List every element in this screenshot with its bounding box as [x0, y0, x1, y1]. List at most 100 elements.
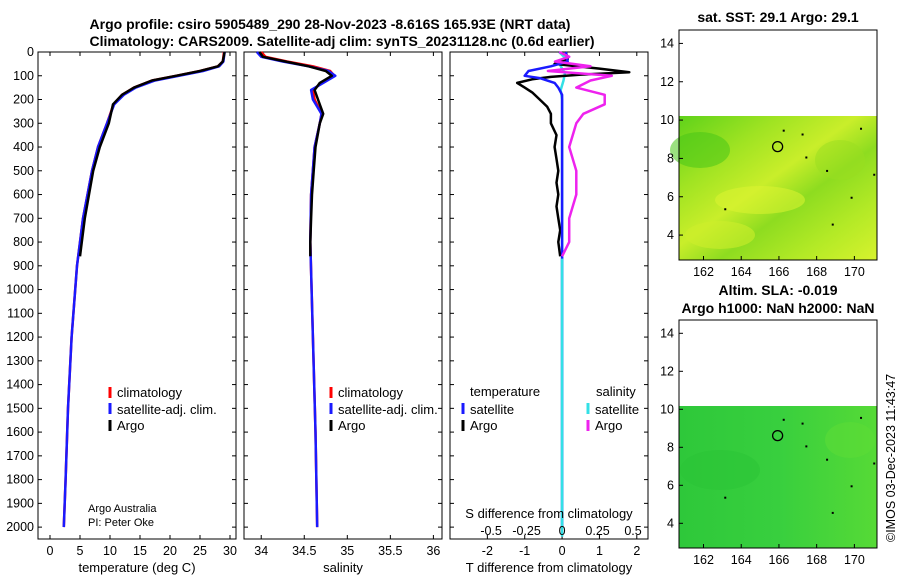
legend-s-argo: Argo — [595, 418, 622, 433]
island-speck — [860, 416, 863, 419]
x-tick-label: 34 — [254, 544, 268, 558]
y-tick-label: 400 — [13, 140, 34, 154]
island-speck — [724, 496, 727, 499]
map-x-tick-label: 162 — [693, 553, 714, 567]
map-x-tick-label: 166 — [769, 265, 790, 279]
legend-salinity-header: salinity — [596, 384, 636, 399]
y-tick-label: 900 — [13, 259, 34, 273]
s-tick-label: -0.5 — [480, 524, 502, 538]
island-speck — [850, 485, 853, 488]
island-speck — [873, 173, 876, 176]
legend-climatology-2: climatology — [338, 385, 404, 400]
series-climatology — [260, 51, 336, 528]
x-tick-label: 34.5 — [292, 544, 316, 558]
map-x-tick-label: 170 — [844, 265, 865, 279]
island-speck — [873, 462, 876, 465]
legend-s-satellite: satellite — [595, 402, 639, 417]
s-tick-label: 0.25 — [585, 524, 609, 538]
x-tick-label: -1 — [519, 544, 530, 558]
map-y-tick-label: 4 — [667, 228, 674, 242]
y-tick-label: 1300 — [6, 354, 34, 368]
series-argo — [78, 51, 226, 257]
y-tick-label: 1500 — [6, 401, 34, 415]
map-mid-title-2: Argo h1000: NaN h2000: NaN — [682, 300, 875, 316]
timestamp: ©IMOS 03-Dec-2023 11:43:47 — [884, 374, 898, 542]
x-tick-label: -2 — [482, 544, 493, 558]
map-y-tick-label: 8 — [667, 440, 674, 454]
map-x-tick-label: 168 — [806, 265, 827, 279]
title-line-2: Climatology: CARS2009. Satellite-adj cli… — [90, 33, 595, 49]
s-tick-labels: -0.5 -0.25 0 0.25 0.5 — [480, 524, 641, 538]
y-tick-label: 100 — [13, 69, 34, 83]
map-x-tick-label: 170 — [844, 553, 865, 567]
legend-temperature-header: temperature — [470, 384, 540, 399]
s-difference-label: S difference from climatology — [465, 506, 633, 521]
x-tick-label: 5 — [77, 544, 84, 558]
y-tick-label: 300 — [13, 116, 34, 130]
map-x-tick-label: 166 — [769, 553, 790, 567]
legend-climatology: climatology — [117, 385, 183, 400]
y-tick-label: 0 — [27, 45, 34, 59]
series-t-satellite — [523, 51, 569, 528]
map-y-tick-label: 6 — [667, 478, 674, 492]
map-top-title: sat. SST: 29.1 Argo: 29.1 — [697, 9, 859, 25]
s-tick-label: 0.5 — [624, 524, 641, 538]
y-tick-label: 1900 — [6, 496, 34, 510]
difference-axes: -2 -1 0 1 2 T difference from climatology S … — [449, 50, 649, 575]
y-tick-label: 2000 — [6, 520, 34, 534]
temperature-xlabel: temperature (deg C) — [78, 560, 195, 575]
map-y-tick-label: 14 — [660, 326, 674, 340]
island-speck — [826, 458, 829, 461]
island-speck — [782, 418, 785, 421]
island-speck — [724, 208, 727, 211]
salinity-legend: climatology satellite-adj. clim. Argo — [329, 385, 438, 433]
island-speck — [831, 511, 834, 514]
legend-satellite-adj: satellite-adj. clim. — [117, 402, 217, 417]
y-tick-label: 1600 — [6, 425, 34, 439]
y-tick-label: 1000 — [6, 283, 34, 297]
temperature-axes: 0 5 10 15 20 25 300100200300400500600700800900… — [6, 45, 237, 575]
map-x-tick-label: 164 — [731, 553, 752, 567]
x-tick-label: 0 — [47, 544, 54, 558]
difference-legend: temperature salinity satellite Argo sate… — [461, 384, 639, 433]
legend-argo-2: Argo — [338, 418, 365, 433]
island-speck — [801, 133, 804, 136]
x-tick-label: 1 — [596, 544, 603, 558]
x-tick-label: 35 — [340, 544, 354, 558]
salinity-axes: 34 34.5 35 35.5 36 salinity climatology sate… — [243, 51, 443, 575]
map-y-tick-label: 8 — [667, 151, 674, 165]
series-satellite-adj — [255, 51, 337, 528]
island-speck — [805, 156, 808, 159]
map-x-tick-label: 164 — [731, 265, 752, 279]
island-speck — [805, 445, 808, 448]
legend-satellite-adj-2: satellite-adj. clim. — [338, 402, 438, 417]
series-t-argo — [515, 51, 631, 257]
legend-t-argo: Argo — [470, 418, 497, 433]
x-tick-label: 15 — [133, 544, 147, 558]
difference-xlabel: T difference from climatology — [466, 560, 633, 575]
x-tick-label: 25 — [193, 544, 207, 558]
y-tick-label: 1700 — [6, 449, 34, 463]
map-y-tick-label: 12 — [660, 364, 674, 378]
map-y-tick-label: 10 — [660, 113, 674, 127]
s-tick-label: 0 — [559, 524, 566, 538]
series-climatology — [62, 51, 226, 528]
x-tick-label: 36 — [426, 544, 440, 558]
salinity-xlabel: salinity — [323, 560, 363, 575]
series-satellite-adj — [62, 51, 226, 528]
y-tick-label: 700 — [13, 211, 34, 225]
map-mid-title-1: Altim. SLA: -0.019 — [718, 282, 837, 298]
y-tick-label: 500 — [13, 164, 34, 178]
map-x-tick-label: 168 — [806, 553, 827, 567]
island-speck — [831, 223, 834, 226]
profile-location-marker — [771, 140, 784, 153]
x-tick-label: 30 — [223, 544, 237, 558]
x-tick-label: 35.5 — [378, 544, 402, 558]
x-tick-label: 0 — [559, 544, 566, 558]
y-tick-label: 1400 — [6, 378, 34, 392]
x-tick-label: 2 — [633, 544, 640, 558]
map-y-tick-label: 4 — [667, 516, 674, 530]
series-argo — [258, 51, 334, 257]
credit-line-1: Argo Australia — [88, 503, 157, 515]
sst-map: 162 164 166 168 170 4 6 8 10 12 14 — [660, 29, 878, 279]
